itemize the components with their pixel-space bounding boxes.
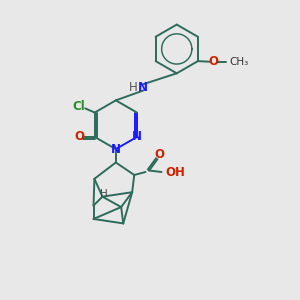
Text: CH₃: CH₃ bbox=[230, 57, 249, 67]
Text: H: H bbox=[100, 189, 108, 199]
Text: O: O bbox=[208, 55, 218, 68]
Text: H: H bbox=[129, 81, 137, 94]
Text: Cl: Cl bbox=[72, 100, 85, 112]
Text: N: N bbox=[111, 142, 121, 156]
Text: OH: OH bbox=[166, 166, 186, 179]
Text: O: O bbox=[154, 148, 164, 161]
Text: O: O bbox=[75, 130, 85, 143]
Text: N: N bbox=[138, 81, 148, 94]
Text: N: N bbox=[132, 130, 142, 143]
